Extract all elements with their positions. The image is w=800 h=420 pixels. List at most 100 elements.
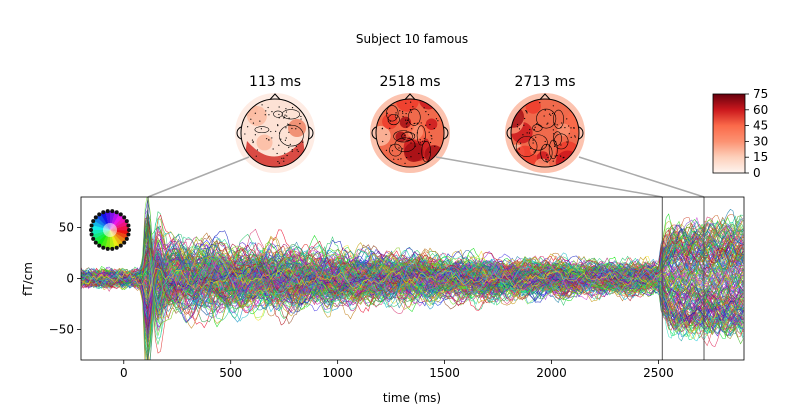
sensor-dot — [270, 130, 272, 133]
sensor-dot — [562, 157, 564, 159]
topomap-blob — [404, 142, 424, 162]
topomap-hotspot — [245, 139, 305, 167]
color-wheel-sensor — [124, 219, 129, 224]
sensor-dot — [405, 123, 407, 125]
channel-trace — [81, 253, 744, 329]
x-axis-ticks: 0 500 1000 1500 2000 2500 — [120, 360, 674, 380]
sensor-dot — [402, 115, 404, 118]
channel-trace — [81, 239, 744, 358]
head-outline — [375, 98, 445, 168]
sensor-dot — [526, 111, 528, 113]
sensor-dot — [295, 145, 297, 147]
ear-outline — [308, 126, 314, 140]
topomap-blob — [557, 123, 570, 137]
channel-trace — [81, 217, 744, 326]
sensor-dot — [416, 122, 418, 124]
topomap-contour — [553, 131, 562, 146]
x-tick-label: 1500 — [429, 366, 460, 380]
color-wheel-sensor — [110, 246, 115, 251]
color-wheel-sensor — [114, 210, 119, 215]
sensor-dot — [285, 137, 287, 139]
sensor-dot — [400, 158, 402, 160]
sensor-dot — [410, 101, 412, 103]
sensor-dot — [291, 150, 293, 152]
channel-trace — [81, 228, 744, 326]
sensor-dot — [429, 124, 431, 126]
sensor-dot — [425, 140, 427, 143]
sensor-dot — [281, 157, 283, 159]
sensor-dot — [516, 126, 518, 128]
sensor-dot — [546, 123, 548, 125]
channel-trace — [81, 231, 744, 329]
sensor-dot — [299, 123, 301, 125]
sensor-dot — [412, 106, 414, 108]
nose-outline — [269, 93, 281, 100]
topomap-blob — [382, 113, 398, 130]
sensor-dot — [394, 115, 397, 117]
ear-outline — [506, 126, 512, 140]
x-axis-label: time (ms) — [383, 391, 441, 405]
nose-outline — [404, 93, 416, 100]
sensor-dot — [564, 127, 566, 129]
sensor-dot — [389, 120, 391, 122]
sensor-dot — [428, 131, 430, 133]
topomap-contour — [536, 108, 557, 129]
topomap-label-2: 2518 ms — [379, 74, 440, 90]
sensor-dot — [285, 111, 288, 113]
sensor-dot — [265, 110, 267, 112]
y-tick-label: 50 — [59, 221, 74, 235]
y-axis-ticks: −50 0 50 — [49, 221, 81, 336]
sensor-dot — [568, 125, 570, 127]
topomap-label-3: 2713 ms — [514, 74, 575, 90]
x-tick-label: 1000 — [322, 366, 353, 380]
sensor-dot — [402, 148, 404, 150]
color-wheel-sensor — [105, 246, 110, 251]
sensor-dot — [283, 117, 285, 119]
sensor-dot — [574, 136, 576, 138]
color-wheel-sensor — [122, 240, 127, 245]
sensor-dot — [302, 141, 304, 143]
sensor-dot — [285, 127, 287, 129]
topomap-blob — [395, 99, 420, 112]
sensor-dot — [278, 117, 280, 119]
sensor-dot — [279, 132, 281, 134]
sensor-dot — [416, 132, 418, 134]
channel-trace — [81, 242, 744, 326]
sensor-dot — [287, 123, 289, 125]
sensor-dot — [402, 112, 404, 114]
sensor-dot — [431, 135, 433, 137]
sensor-dot — [566, 118, 568, 120]
sensor-dot — [398, 147, 400, 149]
sensor-dot — [275, 130, 277, 132]
sensor-dot — [401, 110, 404, 113]
x-tick-label: 2000 — [536, 366, 567, 380]
sensor-dot — [277, 125, 279, 127]
sensor-dot — [552, 133, 555, 135]
sensor-dot — [547, 122, 549, 124]
sensor-dot — [266, 138, 268, 140]
sensor-dot — [529, 128, 531, 131]
sensor-dot — [548, 145, 550, 147]
sensor-dot — [285, 108, 287, 110]
sensor-dot — [267, 106, 269, 109]
color-wheel-sensor — [114, 245, 119, 250]
chart-title: Subject 10 famous — [356, 32, 468, 46]
colorbar — [712, 93, 746, 174]
topomap-blob — [256, 134, 273, 151]
sensor-dot — [561, 122, 563, 124]
colorbar-tick-label: 60 — [753, 103, 768, 117]
topomap-contour — [387, 113, 400, 126]
color-wheel-sensor — [91, 219, 96, 224]
sensor-dot — [300, 115, 302, 118]
sensor-dot — [431, 138, 433, 140]
sensor-dot — [276, 152, 278, 155]
sensor-dot — [541, 147, 543, 149]
sensor-dot — [543, 115, 545, 117]
topomap-field — [376, 99, 444, 167]
y-tick-label: 0 — [66, 272, 74, 286]
sensor-dot — [283, 160, 285, 162]
sensor-dot — [405, 130, 407, 132]
sensor-dot — [399, 110, 401, 112]
sensor-dot — [534, 126, 536, 128]
